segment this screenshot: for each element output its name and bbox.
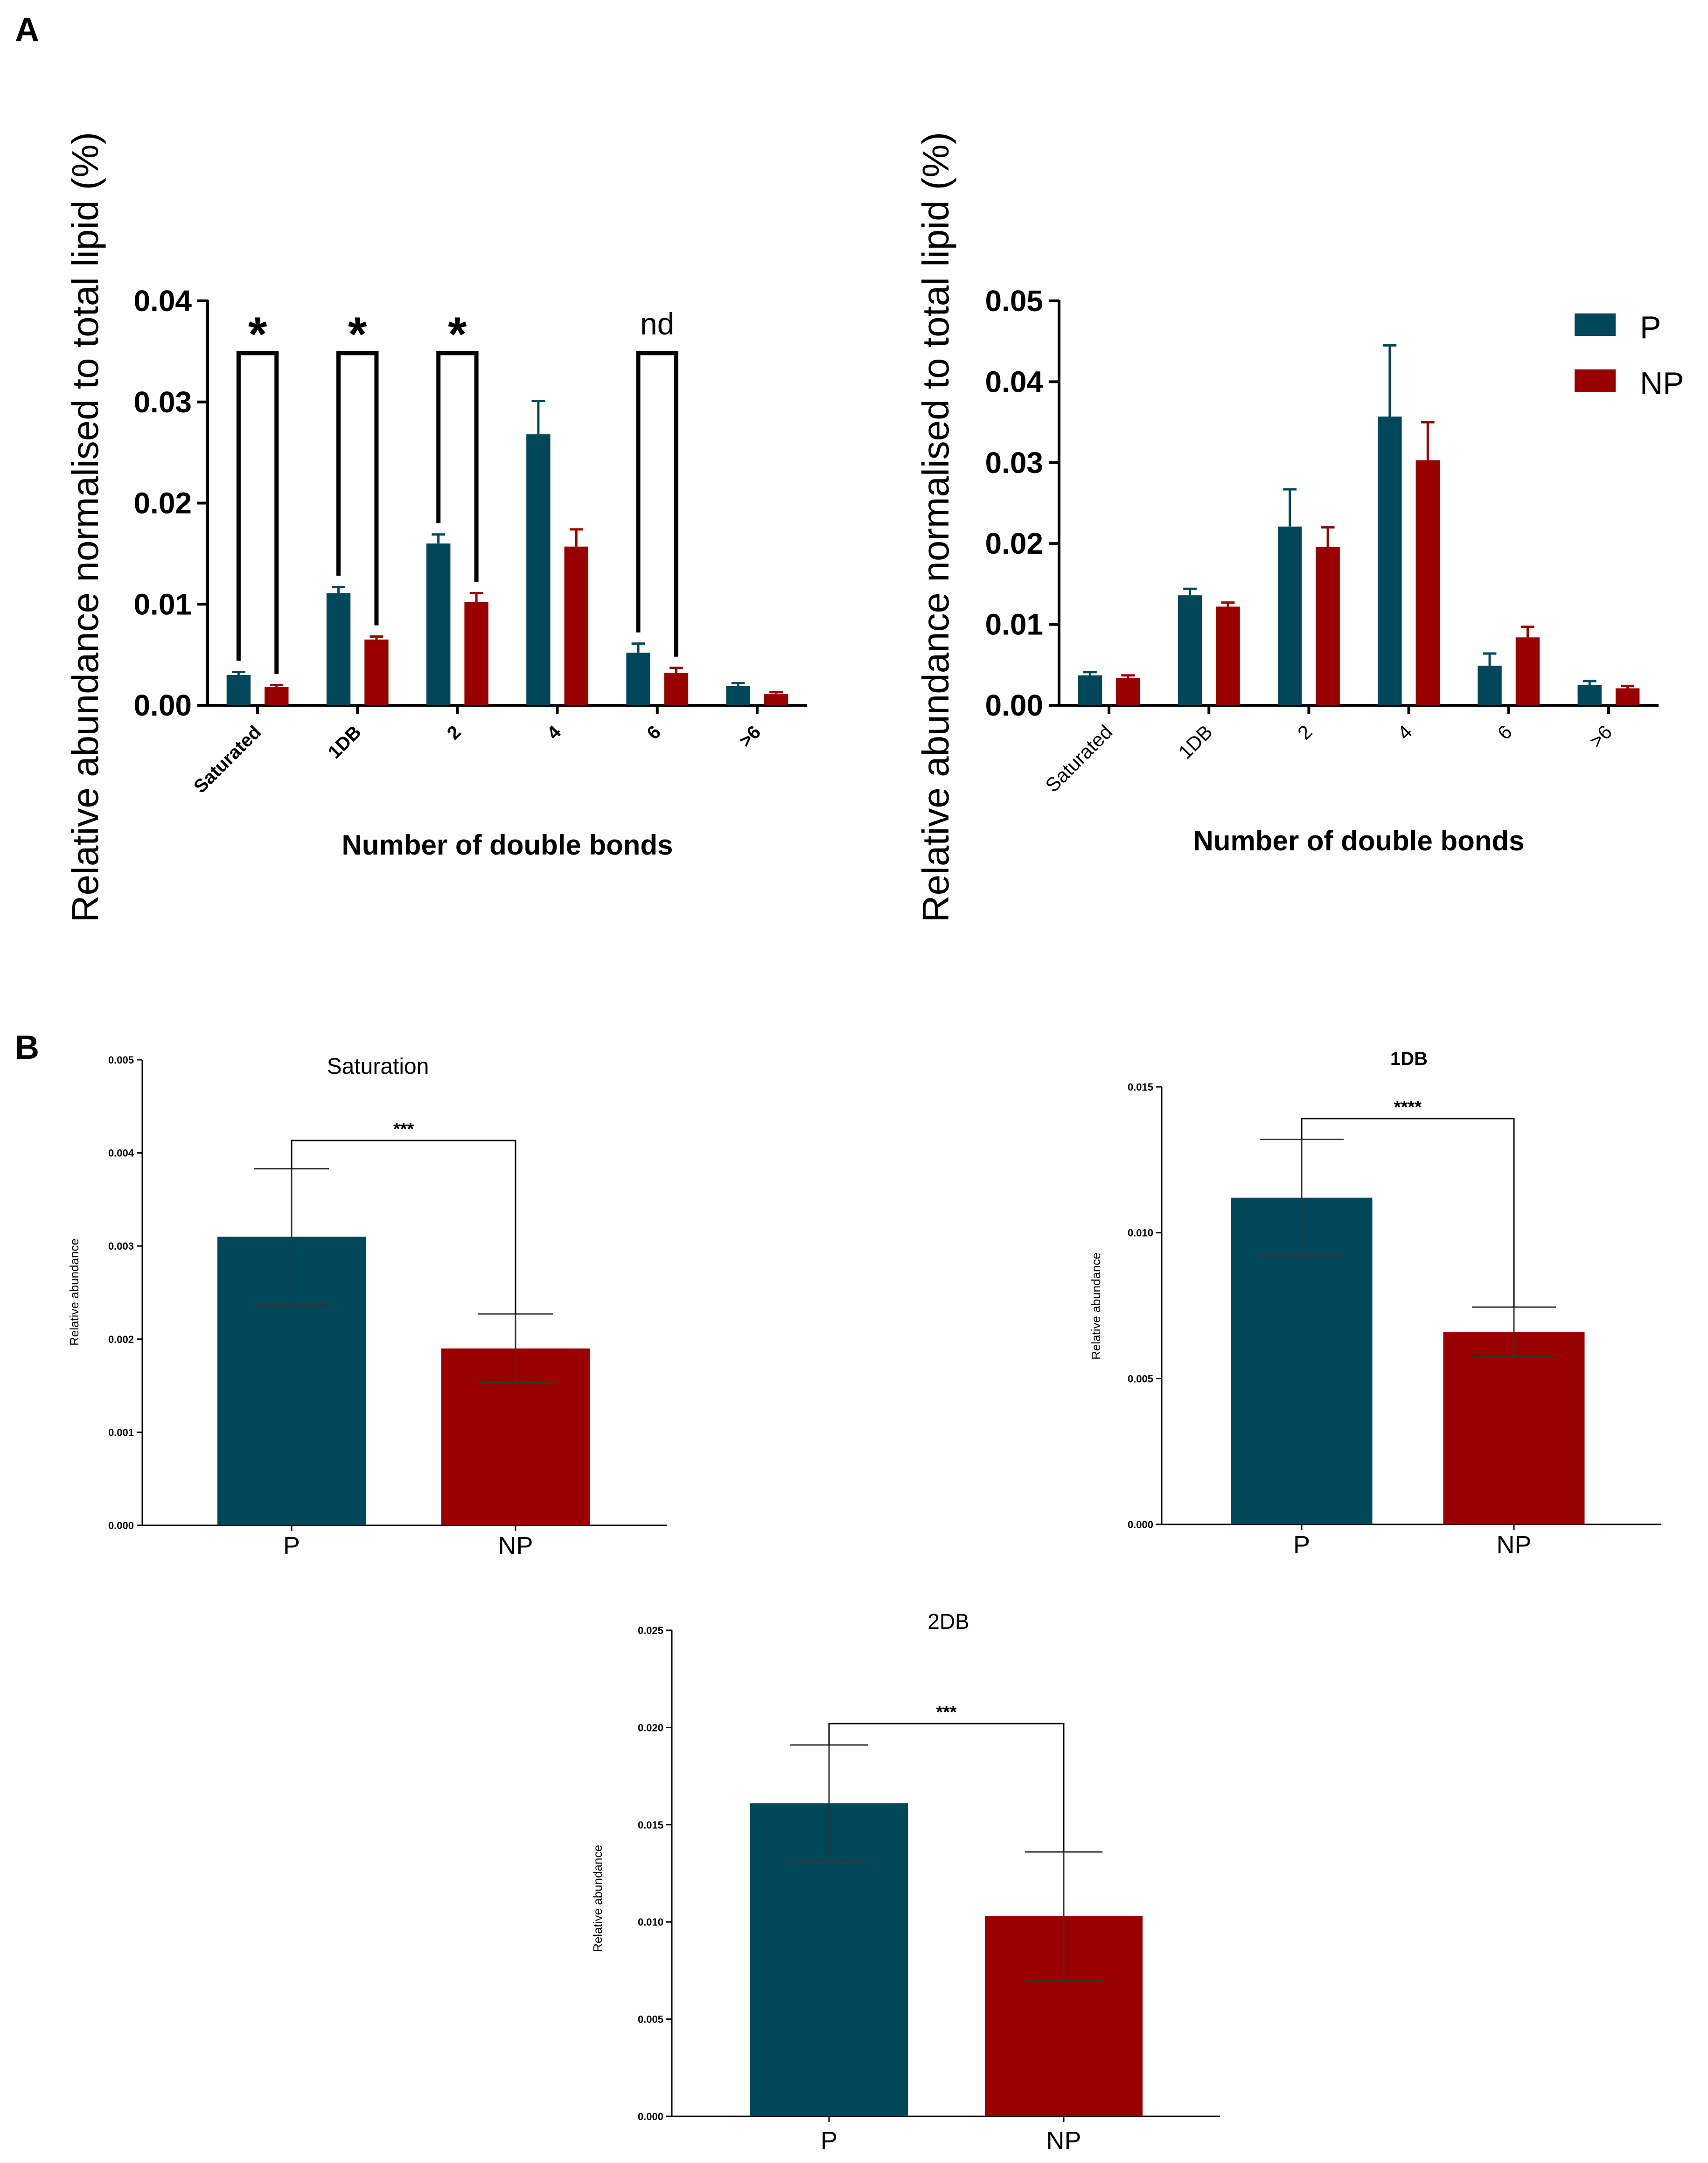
y-tick-label: 0.003 <box>108 1240 134 1252</box>
chart-B_1DB: 0.000 0.005 0.010 0.015 P NP **** 1DB Relative a… <box>1089 1049 1661 1559</box>
bar-P-6 <box>626 653 650 705</box>
significance-bracket <box>336 351 379 626</box>
y-tick-label: 0.00 <box>985 689 1043 722</box>
y-tick-label: 0.015 <box>638 1819 663 1831</box>
bar-P-2 <box>1278 526 1302 705</box>
bar-P-4 <box>526 434 551 705</box>
significance-label: **** <box>1394 1098 1422 1117</box>
significance-label: * <box>248 307 267 362</box>
y-axis-title: Relative abundance <box>67 1238 81 1346</box>
bar-P-6 <box>1478 666 1502 705</box>
bar-NP-2 <box>1316 547 1340 705</box>
y-tick-label: 0.002 <box>108 1334 134 1345</box>
significance-label: nd <box>640 306 674 341</box>
y-axis-title: Relative abundance normalised to total l… <box>64 132 106 922</box>
y-tick-label: 0.02 <box>985 527 1043 560</box>
y-tick-label: 0.000 <box>1128 1519 1153 1530</box>
significance-bracket <box>436 351 479 582</box>
x-tick-label: P <box>283 1532 300 1560</box>
bar-NP-2 <box>464 602 488 705</box>
y-tick-label: 0.00 <box>133 689 192 722</box>
bar-P-Saturated <box>1078 675 1102 705</box>
bar-NP-6 <box>664 673 689 705</box>
panel-label-A: A <box>15 11 39 49</box>
legend-label-NP: NP <box>1640 366 1684 401</box>
significance-label: * <box>348 307 367 362</box>
chart-title: Saturation <box>327 1054 429 1079</box>
bar-NP-4 <box>564 546 588 705</box>
panel-label-B: B <box>15 1029 39 1066</box>
bar-P-2 <box>426 543 451 705</box>
y-tick-label: 0.005 <box>638 2014 663 2025</box>
y-tick-label: 0.04 <box>985 365 1043 398</box>
y-tick-label: 0.001 <box>108 1426 134 1438</box>
y-tick-label: 0.000 <box>108 1520 134 1531</box>
y-tick-label: 0.01 <box>985 608 1043 641</box>
x-axis-title: Number of double bonds <box>1193 825 1525 856</box>
x-tick-label: NP <box>498 1532 533 1560</box>
significance-bracket <box>236 351 279 674</box>
chart-B_2DB: 0.000 0.005 0.010 0.015 0.020 0.025 P NP *** 2DB R… <box>591 1609 1220 2155</box>
bar-NP-1DB <box>364 640 389 705</box>
y-tick-label: 0.05 <box>985 284 1043 318</box>
bar-NP->6 <box>1615 688 1640 705</box>
legend-swatch-NP <box>1575 369 1616 392</box>
bar-P-4 <box>1378 416 1402 705</box>
bar-NP-4 <box>1415 460 1440 705</box>
y-axis-title: Relative abundance <box>591 1845 605 1952</box>
y-tick-label: 0.015 <box>1128 1081 1153 1093</box>
y-tick-label: 0.000 <box>638 2111 663 2122</box>
significance-label: *** <box>393 1120 414 1139</box>
significance-bracket <box>291 1140 516 1314</box>
legend-swatch-P <box>1575 313 1616 336</box>
y-axis-title: Relative abundance normalised to total l… <box>915 132 956 922</box>
chart-B_saturation: 0.000 0.001 0.002 0.003 0.004 0.005 P NP *** Satu… <box>67 1054 667 1560</box>
y-tick-label: 0.010 <box>638 1916 663 1928</box>
x-tick-label: NP <box>1496 1531 1531 1559</box>
significance-bracket <box>636 351 678 657</box>
legend-label-P: P <box>1640 310 1661 345</box>
chart-title: 1DB <box>1390 1049 1428 1069</box>
bar-NP-Saturated <box>265 687 289 705</box>
bar-NP->6 <box>764 694 788 705</box>
y-tick-label: 0.004 <box>108 1148 134 1159</box>
bar-P->6 <box>1577 685 1602 705</box>
bar-P-Saturated <box>226 675 251 705</box>
y-axis-title: Relative abundance <box>1089 1252 1103 1360</box>
bar-NP <box>1443 1332 1585 1524</box>
significance-label: *** <box>936 1703 957 1722</box>
x-tick-label: P <box>821 2127 837 2155</box>
y-tick-label: 0.01 <box>133 587 192 621</box>
y-tick-label: 0.04 <box>133 284 192 318</box>
bar-P->6 <box>726 686 750 705</box>
y-tick-label: 0.005 <box>108 1054 134 1066</box>
y-tick-label: 0.010 <box>1128 1227 1153 1239</box>
x-tick-label: P <box>1293 1531 1310 1559</box>
y-tick-label: 0.03 <box>985 446 1043 480</box>
chart-title: 2DB <box>927 1609 969 1634</box>
significance-bracket <box>828 1723 1065 1852</box>
y-tick-label: 0.03 <box>133 385 192 419</box>
bar-P-1DB <box>1178 595 1202 705</box>
significance-label: * <box>448 307 467 362</box>
y-tick-label: 0.020 <box>638 1722 663 1733</box>
significance-bracket <box>1301 1118 1515 1308</box>
x-tick-label: NP <box>1046 2127 1081 2155</box>
bar-NP-1DB <box>1216 606 1240 705</box>
y-tick-label: 0.005 <box>1128 1373 1153 1384</box>
bar-NP-Saturated <box>1116 678 1140 705</box>
bar-NP-6 <box>1515 637 1540 705</box>
y-tick-label: 0.025 <box>638 1625 663 1636</box>
bar-P-1DB <box>326 593 351 705</box>
y-tick-label: 0.02 <box>133 487 192 520</box>
x-axis-title: Number of double bonds <box>342 829 673 861</box>
